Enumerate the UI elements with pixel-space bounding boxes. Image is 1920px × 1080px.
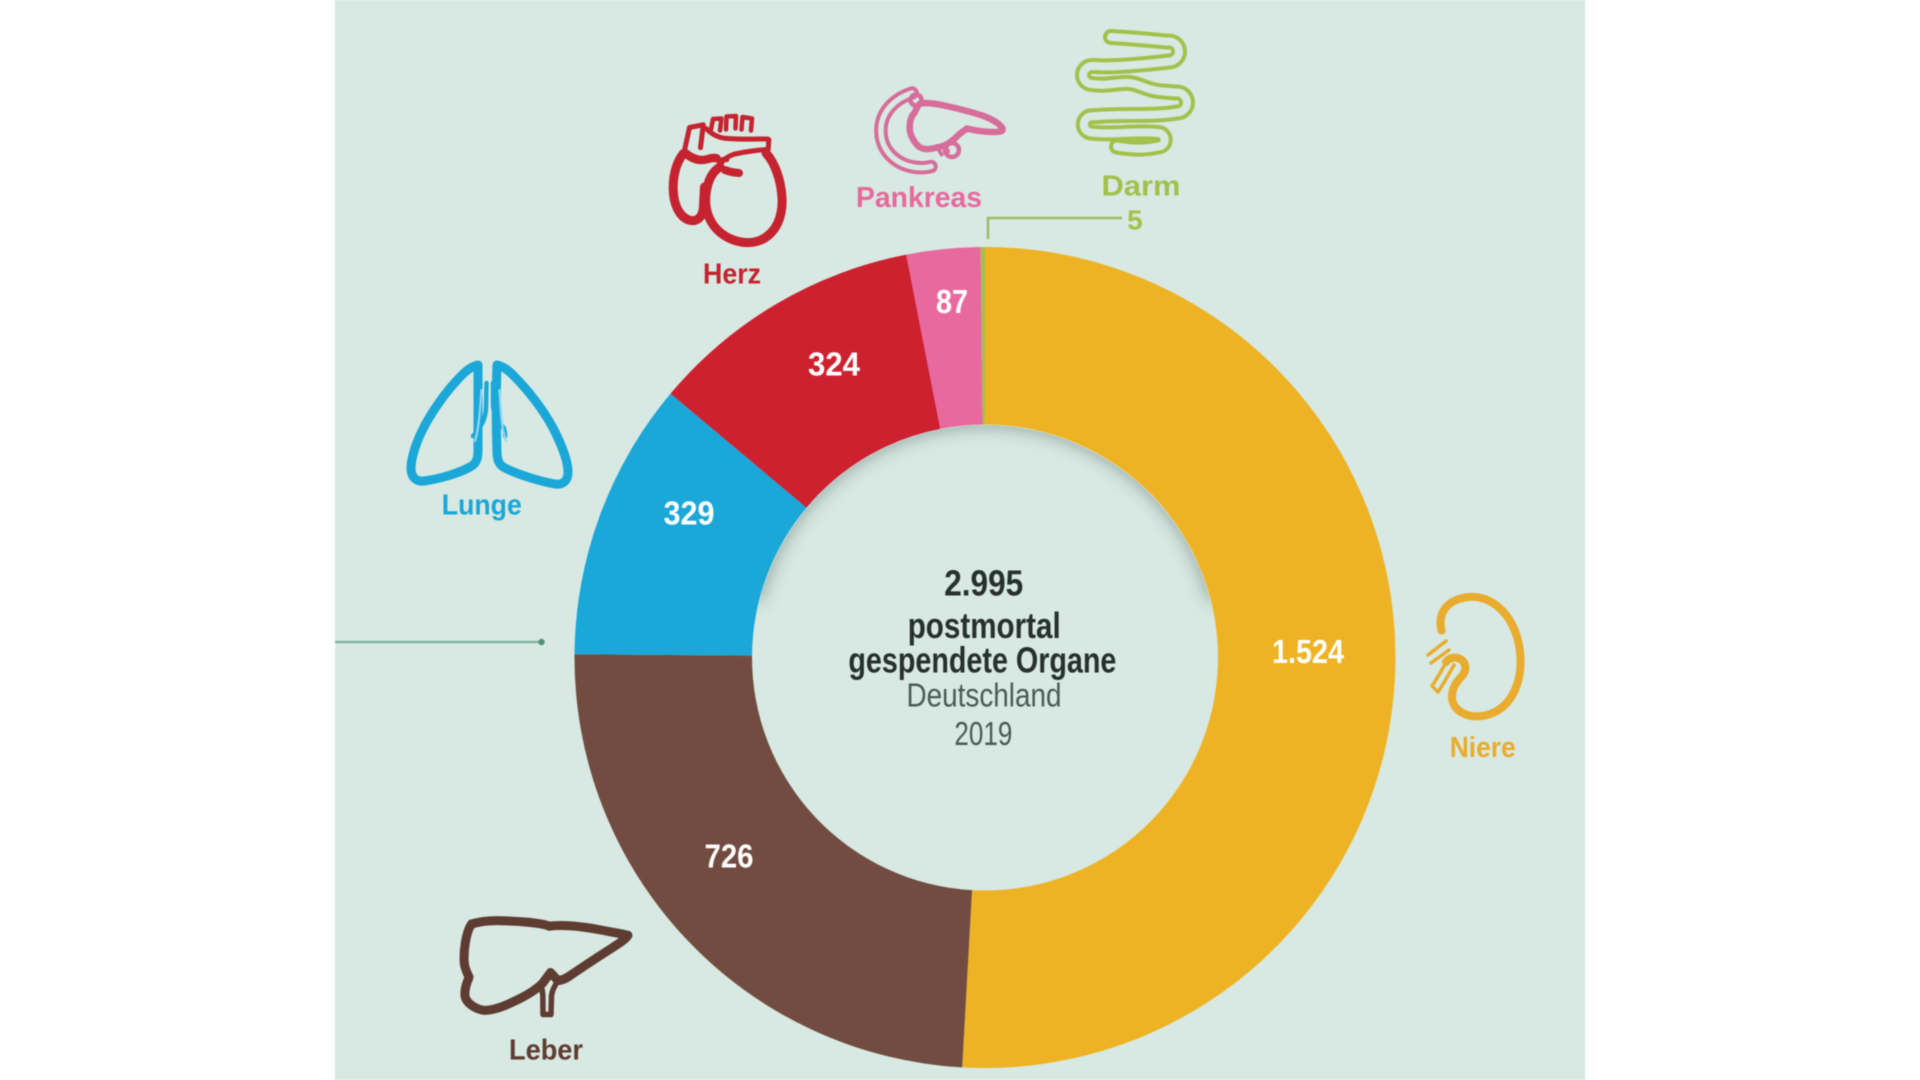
svg-text:Leber: Leber xyxy=(509,1035,583,1067)
svg-text:Pankreas: Pankreas xyxy=(856,182,982,214)
svg-text:gespendete Organe: gespendete Organe xyxy=(848,640,1116,681)
svg-text:postmortal: postmortal xyxy=(908,605,1061,646)
svg-text:726: 726 xyxy=(705,837,754,874)
svg-text:Niere: Niere xyxy=(1450,732,1516,764)
svg-text:5: 5 xyxy=(1127,204,1143,235)
svg-text:Darm: Darm xyxy=(1102,171,1181,203)
svg-text:87: 87 xyxy=(936,283,968,320)
svg-text:Herz: Herz xyxy=(703,259,761,291)
svg-text:1.524: 1.524 xyxy=(1272,633,1345,670)
svg-text:2.995: 2.995 xyxy=(944,562,1023,603)
svg-text:Lunge: Lunge xyxy=(442,490,522,522)
svg-text:324: 324 xyxy=(808,345,861,382)
svg-text:329: 329 xyxy=(664,494,715,531)
svg-text:2019: 2019 xyxy=(954,715,1012,752)
svg-text:Deutschland: Deutschland xyxy=(907,677,1062,714)
